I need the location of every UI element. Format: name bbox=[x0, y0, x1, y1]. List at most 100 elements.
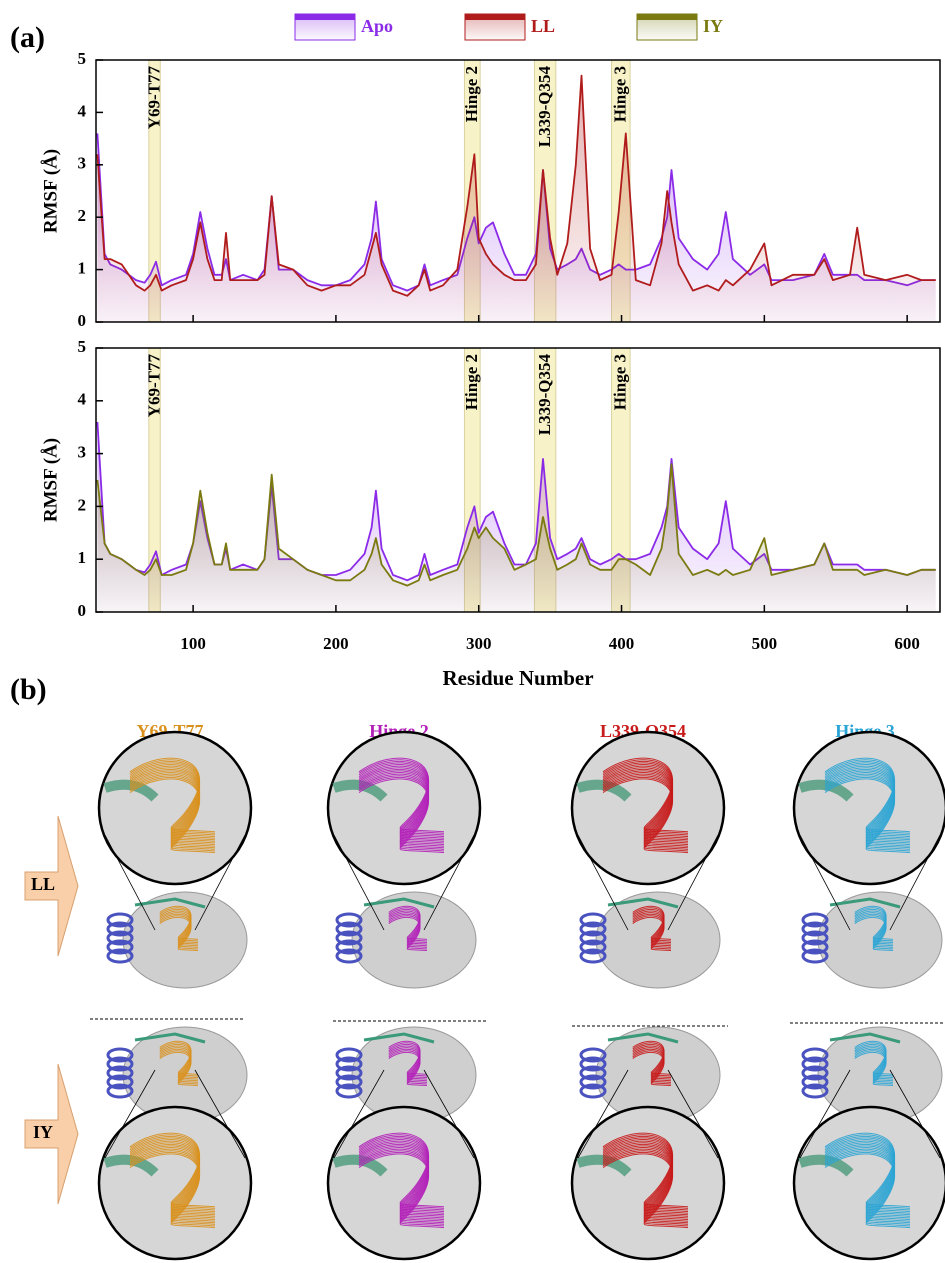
loop-trace bbox=[632, 1050, 672, 1085]
helix bbox=[106, 939, 134, 955]
loop-trace bbox=[602, 775, 689, 850]
loop-trace bbox=[602, 1147, 689, 1222]
helix bbox=[335, 930, 363, 946]
helix bbox=[801, 939, 829, 955]
loop-trace bbox=[602, 776, 689, 852]
y-tick-label: 1 bbox=[78, 548, 87, 567]
loop-trace bbox=[159, 916, 199, 952]
helix bbox=[801, 921, 829, 937]
loop-trace bbox=[388, 1051, 428, 1087]
loop-trace bbox=[854, 916, 894, 952]
y-tick-label: 0 bbox=[78, 601, 87, 620]
loop-trace bbox=[358, 1151, 445, 1227]
y-tick-label: 2 bbox=[78, 206, 87, 225]
loop-trace bbox=[388, 913, 428, 948]
helix bbox=[106, 912, 134, 928]
loop-trace bbox=[358, 1147, 445, 1222]
loop-trace bbox=[824, 776, 911, 852]
zoom-line bbox=[423, 1069, 475, 1159]
helix bbox=[106, 1065, 134, 1081]
sheet bbox=[134, 897, 206, 909]
loop-trace bbox=[824, 1150, 911, 1225]
y-tick-label: 2 bbox=[78, 495, 87, 514]
region-label: Hinge 2 bbox=[462, 66, 481, 122]
loop-trace bbox=[854, 1051, 894, 1087]
region-label: Y69-T77 bbox=[144, 66, 163, 130]
loop-trace bbox=[129, 773, 216, 849]
helix bbox=[106, 1047, 134, 1063]
loop-trace bbox=[129, 776, 216, 852]
zoom-line bbox=[667, 1069, 719, 1159]
zoom-line bbox=[333, 1069, 385, 1159]
loop-trace bbox=[129, 1148, 216, 1224]
zoom-line bbox=[333, 834, 385, 931]
loop-trace bbox=[632, 916, 672, 952]
sheet bbox=[829, 1032, 901, 1044]
region-label: L339-Q354 bbox=[535, 66, 554, 148]
helix bbox=[106, 1083, 134, 1099]
loop-trace bbox=[602, 1153, 689, 1229]
zoom-line bbox=[889, 1069, 941, 1159]
row-arrow bbox=[24, 815, 79, 957]
helix bbox=[335, 948, 363, 964]
x-tick-label: 300 bbox=[466, 634, 492, 653]
loop-trace bbox=[388, 916, 428, 952]
series-line bbox=[96, 463, 936, 587]
legend-swatch-top bbox=[295, 14, 355, 20]
zoom-line bbox=[577, 1069, 629, 1159]
region-label: Hinge 2 bbox=[462, 354, 481, 410]
loop-trace bbox=[129, 1150, 216, 1225]
loop-trace bbox=[388, 1048, 428, 1083]
x-tick-label: 600 bbox=[894, 634, 920, 653]
loop-trace bbox=[358, 773, 445, 849]
helix bbox=[579, 1047, 607, 1063]
helix bbox=[335, 1083, 363, 1099]
region-label: Hinge 3 bbox=[611, 66, 630, 122]
panel-label: (b) bbox=[10, 673, 47, 706]
loop-trace bbox=[602, 1150, 689, 1225]
helix bbox=[106, 930, 134, 946]
sheet bbox=[607, 897, 679, 909]
loop-trace bbox=[602, 1151, 689, 1227]
helix bbox=[579, 930, 607, 946]
zoom-line bbox=[667, 834, 719, 931]
sheet bbox=[829, 897, 901, 909]
helix bbox=[579, 939, 607, 955]
legend-swatch-top bbox=[465, 14, 525, 20]
loop-trace bbox=[129, 778, 216, 854]
legend-label: Apo bbox=[361, 16, 393, 36]
series-area bbox=[97, 421, 936, 612]
zoom-circle bbox=[570, 730, 726, 886]
helix bbox=[335, 912, 363, 928]
region-label: L339-Q354 bbox=[535, 354, 554, 436]
zoom-line bbox=[577, 834, 629, 931]
region-label: Hinge 3 bbox=[611, 354, 630, 410]
helix bbox=[335, 1065, 363, 1081]
loop-trace bbox=[632, 913, 672, 948]
loop-trace bbox=[129, 775, 216, 850]
helix bbox=[335, 1074, 363, 1090]
y-tick-label: 5 bbox=[78, 49, 87, 68]
zoom-circle bbox=[97, 730, 253, 886]
x-tick-label: 500 bbox=[752, 634, 778, 653]
loop-trace bbox=[632, 1048, 672, 1083]
loop-trace bbox=[632, 1051, 672, 1087]
zoom-circle bbox=[326, 1105, 482, 1261]
loop-trace bbox=[159, 913, 199, 948]
helix bbox=[335, 1047, 363, 1063]
zoom-line bbox=[799, 1069, 851, 1159]
loop-trace bbox=[388, 1050, 428, 1085]
loop-trace bbox=[358, 772, 445, 847]
x-tick-label: 100 bbox=[180, 634, 206, 653]
y-tick-label: 1 bbox=[78, 259, 87, 278]
loop-trace bbox=[358, 776, 445, 852]
helix bbox=[801, 1074, 829, 1090]
loop-trace bbox=[602, 778, 689, 854]
loop-trace bbox=[824, 1147, 911, 1222]
legend-label: LL bbox=[531, 16, 555, 36]
panel-label: (a) bbox=[10, 21, 45, 54]
loop-trace bbox=[854, 915, 894, 950]
sheet bbox=[134, 1032, 206, 1044]
loop-trace bbox=[358, 1150, 445, 1225]
